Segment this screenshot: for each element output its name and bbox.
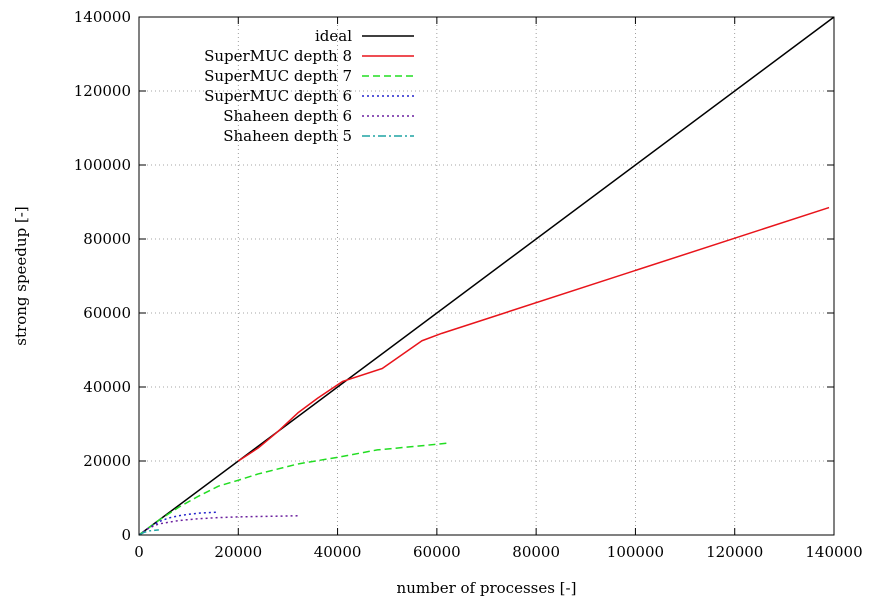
x-tick-label: 100000	[607, 543, 664, 561]
legend-label: Shaheen depth 6	[223, 107, 352, 125]
y-axis-label: strong speedup [-]	[12, 206, 30, 345]
x-tick-label: 20000	[214, 543, 262, 561]
x-tick-label: 60000	[413, 543, 461, 561]
series-line-supermuc-depth-6	[138, 511, 219, 536]
y-tick-label: 120000	[74, 82, 131, 100]
series-line-shaheen-depth-6	[138, 515, 301, 536]
y-tick-label: 100000	[74, 156, 131, 174]
series-line-supermuc-depth-8	[237, 206, 830, 462]
axis-ticks: 0 20000 40000 60000 80000 100000 120000 140000 0…	[74, 8, 863, 561]
y-tick-label: 60000	[83, 304, 131, 322]
x-tick-label: 120000	[706, 543, 763, 561]
series-line-supermuc-depth-7	[138, 442, 447, 536]
x-tick-label: 80000	[512, 543, 560, 561]
y-tick-label: 0	[121, 526, 131, 544]
legend: ideal SuperMUC depth 8 SuperMUC depth 7 Sup…	[204, 27, 414, 145]
legend-label: SuperMUC depth 6	[204, 87, 352, 105]
series-line-shaheen-depth-5	[138, 529, 159, 536]
y-tick-label: 20000	[83, 452, 131, 470]
x-tick-label: 0	[134, 543, 144, 561]
series-line-ideal	[138, 16, 835, 536]
legend-label: ideal	[315, 27, 352, 45]
legend-label: SuperMUC depth 8	[204, 47, 352, 65]
x-tick-label: 40000	[314, 543, 362, 561]
legend-label: SuperMUC depth 7	[204, 67, 352, 85]
y-tick-label: 80000	[83, 230, 131, 248]
plot-frame	[138, 16, 835, 536]
y-tick-label: 40000	[83, 378, 131, 396]
series-lines	[138, 16, 835, 536]
legend-label: Shaheen depth 5	[223, 127, 352, 145]
y-tick-label: 140000	[74, 8, 131, 26]
x-axis-label: number of processes [-]	[397, 579, 577, 597]
x-tick-label: 140000	[805, 543, 862, 561]
